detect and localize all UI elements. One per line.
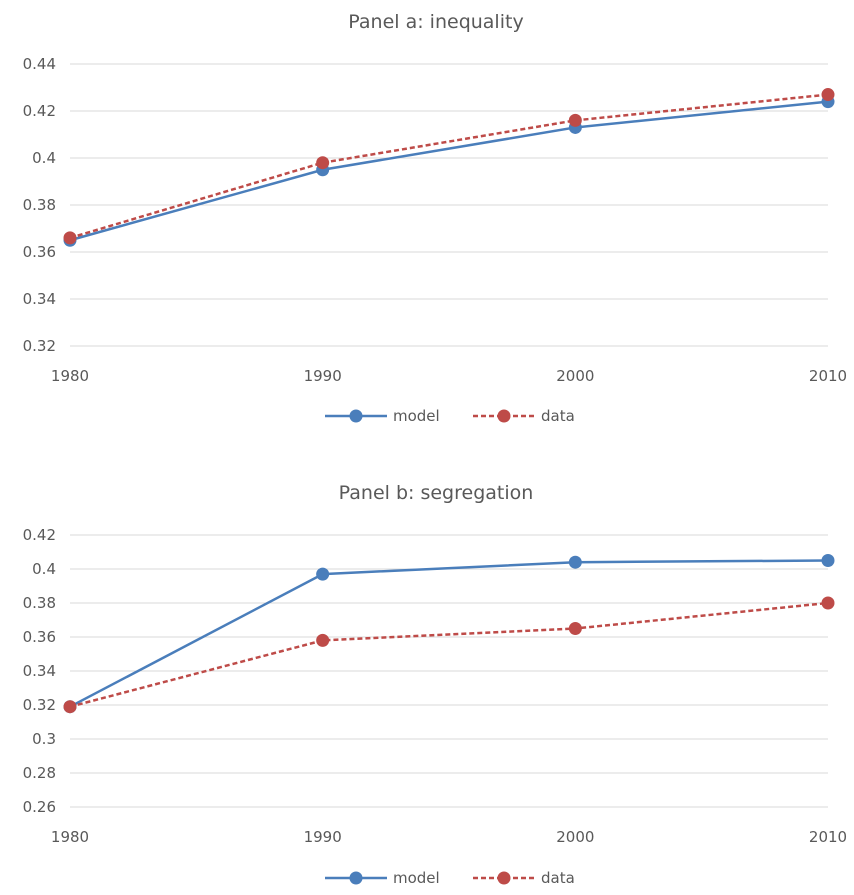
- panel-b-y-tick-label: 0.34: [23, 662, 56, 680]
- panel-b-x-tick-label: 1990: [304, 828, 342, 846]
- panel-b-data-point: [63, 700, 77, 714]
- panel-b-model-point: [821, 554, 835, 567]
- panel-a-y-tick-label: 0.42: [23, 102, 56, 120]
- panel-a-x-tick-label: 2010: [809, 367, 847, 385]
- panel-a-x-tick-label: 1980: [51, 367, 89, 385]
- panel-b-model-line: [69, 559, 829, 708]
- panel-a-legend-data-label: data: [541, 407, 575, 425]
- panel-a-model-line: [69, 100, 829, 242]
- panel-b-y-tick-label: 0.42: [23, 526, 56, 544]
- panel-a-x-tick-label: 2000: [556, 367, 594, 385]
- panel-b-legend-model-label: model: [393, 869, 440, 887]
- panel-b-chart: Panel b: segregation 0.26 0.28 0.3 0.32 0.34…: [23, 482, 848, 887]
- panel-b-data-point: [821, 596, 835, 610]
- panel-b-model-point: [316, 567, 330, 581]
- panel-a-data-point: [568, 113, 582, 127]
- panel-b-legend-data-marker: [497, 871, 511, 885]
- panel-b-y-tick-label: 0.32: [23, 696, 56, 714]
- panel-a-y-tick-label: 0.36: [23, 243, 56, 261]
- panel-b-model-point: [568, 555, 582, 569]
- panel-a-legend-data-marker: [497, 409, 511, 423]
- panel-b-data-point: [568, 622, 582, 635]
- panel-a-y-tick-label: 0.32: [23, 337, 56, 355]
- panel-a-chart: Panel a: inequality 0.32 0.34 0.36 0.38 0.4 0…: [23, 11, 848, 425]
- panel-b-y-tick-label: 0.26: [23, 798, 56, 816]
- panel-a-data-point: [63, 231, 77, 245]
- panel-a-title: Panel a: inequality: [348, 11, 523, 33]
- panel-b-y-tick-label: 0.3: [32, 730, 56, 748]
- panel-a-legend-model-label: model: [393, 407, 440, 425]
- panel-a-data-point: [316, 156, 330, 170]
- panel-a-y-tick-label: 0.34: [23, 290, 56, 308]
- panel-b-x-tick-label: 2010: [809, 828, 847, 846]
- panel-b-x-tick-label: 1980: [51, 828, 89, 846]
- panel-b-y-tick-label: 0.38: [23, 594, 56, 612]
- panel-a-data-line: [69, 93, 829, 240]
- panel-a-legend-model-marker: [349, 409, 363, 423]
- panel-a-x-tick-label: 1990: [304, 367, 342, 385]
- panel-b-title: Panel b: segregation: [339, 482, 534, 504]
- panel-a-y-tick-label: 0.44: [23, 55, 56, 73]
- panel-b-y-tick-label: 0.4: [32, 560, 56, 578]
- panel-b-x-tick-label: 2000: [556, 828, 594, 846]
- panel-b-data-point: [316, 633, 330, 647]
- panel-a-y-tick-label: 0.4: [32, 149, 56, 167]
- panel-b-y-tick-label: 0.28: [23, 764, 56, 782]
- panel-a-data-point: [821, 88, 835, 102]
- panel-b-data-line: [69, 601, 829, 708]
- panel-a-y-tick-label: 0.38: [23, 196, 56, 214]
- panel-b-legend-model-marker: [349, 871, 363, 885]
- panel-b-y-tick-label: 0.36: [23, 628, 56, 646]
- panel-b-legend-data-label: data: [541, 869, 575, 887]
